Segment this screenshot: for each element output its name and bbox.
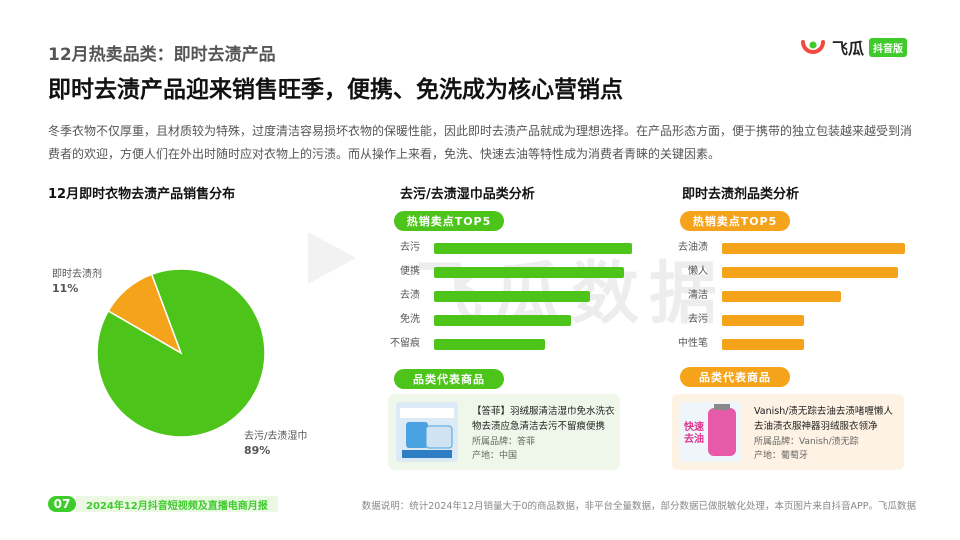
remover-chart-title: 即时去渍剂品类分析 [682, 187, 800, 202]
remover-bar-row: 去油渍 [678, 240, 905, 256]
wipes-product-name: 【答菲】羽绒服清洁湿巾免水洗衣物去渍应急清洁去污不留痕便携 [472, 406, 615, 432]
remover-bar [722, 267, 898, 278]
wipes-bar-label: 便携 [400, 266, 420, 277]
remover-bar [722, 243, 905, 254]
remover-product-name: Vanish/渍无踪去油去渍啫喱懒人去油渍衣服神器羽绒服衣领净 [754, 406, 893, 432]
remover-bar-row: 懒人 [688, 264, 905, 280]
page-description: 冬季衣物不仅厚重，且材质较为特殊，过度清洁容易损坏衣物的保暖性能，因此即时去渍产… [48, 124, 913, 161]
stain-remover-bottle-icon: 快速去油 [680, 402, 742, 462]
wipes-bar-row: 去污 [400, 240, 632, 256]
pie-slice-wipes [96, 268, 266, 438]
remover-bar-label: 清洁 [688, 290, 708, 301]
wipes-bar-row: 免洗 [400, 312, 632, 328]
pie-pct-remover: 11% [52, 282, 79, 295]
report-name: 2024年12月抖音短视频及直播电商月报 [76, 496, 278, 512]
remover-product-origin: 产地：葡萄牙 [754, 451, 809, 461]
wet-wipes-product-icon [396, 402, 458, 462]
wipes-product-card[interactable]: 【答菲】羽绒服清洁湿巾免水洗衣物去渍应急清洁去污不留痕便携 所属品牌：答菲 产地… [388, 394, 620, 470]
remover-bar [722, 315, 805, 326]
remover-bar-label: 去油渍 [678, 242, 708, 253]
wipes-bar [434, 291, 591, 302]
wipes-bar-label: 免洗 [400, 314, 420, 325]
remover-bar-row: 中性笔 [678, 336, 905, 352]
remover-bar [722, 291, 841, 302]
supertitle: 12月热卖品类：即时去渍产品 [48, 45, 276, 65]
wipes-product-origin: 产地：中国 [472, 451, 518, 461]
logo-badge: 抖音版 [869, 37, 908, 57]
remover-product-card[interactable]: 快速去油 Vanish/渍无踪去油去渍啫喱懒人去油渍衣服神器羽绒服衣领净 所属品… [672, 394, 904, 470]
wipes-top5-pill: 热销卖点TOP5 [394, 211, 504, 231]
remover-bar-row: 去污 [688, 312, 905, 328]
brand-logo: 飞瓜 抖音版 [800, 36, 908, 58]
wipes-bar-row: 便携 [400, 264, 632, 280]
feigua-logo-icon [801, 40, 825, 54]
wipes-bar [434, 315, 571, 326]
page-number: 07 [48, 496, 76, 512]
pie-chart-title: 12月即时衣物去渍产品销售分布 [48, 187, 236, 202]
remover-product-pill: 品类代表商品 [680, 367, 790, 387]
remover-product-brand: 所属品牌：Vanish/渍无踪 [754, 437, 859, 447]
watermark-triangle-icon [308, 232, 356, 284]
data-note: 数据说明：统计2024年12月销量大于0的商品数据，非平台全量数据，部分数据已做… [361, 501, 916, 512]
remover-bar-label: 懒人 [688, 266, 708, 277]
wipes-bar-label: 不留痕 [390, 338, 420, 349]
wipes-bar-chart: 去污便携去渍免洗不留痕 [390, 240, 634, 360]
wipes-product-brand: 所属品牌：答菲 [472, 437, 536, 447]
wipes-chart-title: 去污/去渍湿巾品类分析 [400, 187, 535, 202]
wipes-bar [434, 243, 632, 254]
wipes-bar-row: 不留痕 [390, 336, 632, 352]
remover-bar-label: 去污 [688, 314, 708, 325]
product-image-text: 快速去油 [684, 422, 704, 445]
wipes-bar-row: 去渍 [400, 288, 632, 304]
wipes-bar-label: 去渍 [400, 290, 420, 301]
logo-name: 飞瓜 [832, 39, 865, 58]
pie-chart [96, 268, 266, 442]
wipes-bar [434, 339, 545, 350]
remover-top5-pill: 热销卖点TOP5 [680, 211, 790, 231]
remover-bar-label: 中性笔 [678, 338, 708, 349]
remover-bar-row: 清洁 [688, 288, 905, 304]
remover-bar [722, 339, 805, 350]
remover-bar-chart: 去油渍懒人清洁去污中性笔 [678, 240, 906, 360]
pie-label-remover: 即时去渍剂 [52, 269, 102, 280]
pie-pct-wipes: 89% [244, 444, 271, 457]
wipes-product-pill: 品类代表商品 [394, 369, 504, 389]
wipes-bar [434, 267, 625, 278]
wipes-bar-label: 去污 [400, 242, 420, 253]
pie-chart-svg [96, 268, 266, 438]
pie-label-wipes: 去污/去渍湿巾 [244, 431, 308, 442]
page-title: 即时去渍产品迎来销售旺季，便携、免洗成为核心营销点 [48, 77, 623, 103]
